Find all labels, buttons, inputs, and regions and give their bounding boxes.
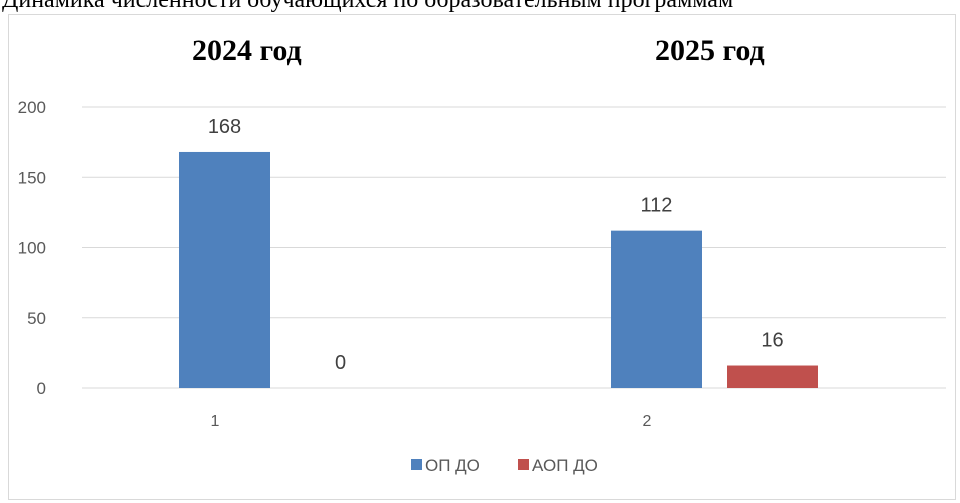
document-caption-text: Динамика численности обучающихся по обра… (2, 0, 734, 13)
y-tick-label: 100 (18, 239, 46, 258)
data-labels: 168 0 112 16 (208, 116, 784, 374)
y-tick-label: 50 (27, 309, 46, 328)
bars (179, 151, 818, 388)
year-title-2025: 2025 год (655, 34, 765, 67)
legend-label: ОП ДО (425, 456, 480, 475)
legend: ОП ДО АОП ДО (411, 456, 598, 475)
data-label: 168 (208, 116, 241, 138)
y-tick-label: 200 (18, 98, 46, 117)
bar-op-do-1 (179, 151, 270, 388)
data-label: 16 (761, 330, 783, 352)
x-tick-label: 2 (643, 413, 652, 430)
legend-swatch (411, 459, 422, 470)
data-label: 0 (335, 352, 346, 374)
year-title-2024: 2024 год (192, 34, 302, 67)
bar-aop-do-2 (727, 365, 818, 388)
y-axis-tick-labels: 0 50 100 150 200 (18, 98, 46, 398)
document-caption-strip: Динамика численности обучающихся по обра… (0, 0, 960, 14)
chart-frame (8, 14, 956, 500)
bar-op-do-2 (611, 230, 702, 388)
legend-swatch (518, 459, 529, 470)
y-tick-label: 150 (18, 168, 46, 187)
x-tick-label: 1 (211, 413, 220, 430)
y-tick-label: 0 (37, 379, 46, 398)
legend-label: АОП ДО (532, 456, 598, 475)
data-label: 112 (641, 195, 673, 217)
